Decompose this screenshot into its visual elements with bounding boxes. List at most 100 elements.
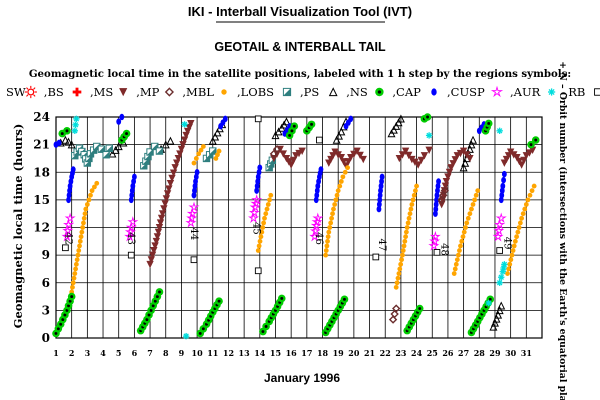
data-point-lobs: [97, 145, 106, 153]
data-point-mbl: [397, 266, 403, 272]
legend-symbol-bs: [72, 87, 82, 97]
data-point-mbl: [323, 248, 329, 253]
legend-label: ,AUR: [510, 85, 541, 99]
x-tick-label: 17: [301, 348, 312, 358]
data-point-aur: [498, 274, 505, 281]
data-point-ps: [469, 135, 478, 144]
data-point-mbl: [506, 266, 512, 272]
data-point-rb: [496, 247, 504, 254]
data-point-ps: [61, 135, 70, 144]
data-point-cap: [131, 173, 137, 181]
data-point-ms: [359, 155, 367, 164]
data-point-lobs: [209, 147, 217, 155]
data-point-ps: [497, 301, 506, 310]
data-point-mbl: [507, 261, 513, 267]
data-point-ms: [417, 156, 425, 165]
data-point-mbl: [337, 183, 343, 189]
data-point-mbl: [338, 179, 344, 184]
data-point-mbl: [86, 197, 92, 203]
data-point-ps: [459, 163, 468, 172]
data-point-mbl: [461, 229, 467, 235]
data-point-ps: [211, 132, 220, 141]
data-point-mbl: [335, 188, 341, 194]
data-point-ms: [160, 205, 168, 213]
data-point-mbl: [76, 248, 82, 253]
x-tick-label: 14: [254, 348, 266, 358]
data-point-mbl: [531, 183, 537, 189]
x-tick-label: 1: [53, 348, 59, 358]
orbit-number-label: 44: [188, 228, 199, 241]
data-point-ms: [356, 151, 364, 160]
data-point-mbl: [409, 202, 415, 207]
data-point-mbl: [264, 206, 270, 212]
data-point-cap: [436, 178, 441, 185]
data-point-mbl: [399, 257, 404, 263]
data-point-aur: [71, 127, 79, 135]
data-point-mbl: [268, 192, 274, 198]
data-point-rb: [372, 253, 380, 261]
data-point-ms: [466, 154, 474, 163]
data-point-mbl: [394, 280, 400, 286]
data-point-cusp: [429, 230, 441, 242]
x-tick-label: 27: [458, 348, 469, 358]
y-axis-ticks: 0 3 6 9 12 15 18 21 24: [33, 110, 50, 345]
orbit-number-label: 49: [501, 237, 512, 250]
legend-item-mp: ,MP: [136, 85, 174, 99]
x-tick-label: 8: [163, 348, 169, 358]
x-tick-label: 15: [270, 348, 281, 358]
data-point-mbl: [326, 229, 332, 235]
data-point-mbl: [89, 188, 95, 194]
legend-label: ,MP: [136, 85, 159, 99]
data-point-mbl: [453, 261, 459, 267]
data-point-mbl: [473, 192, 479, 198]
data-point-mbl: [469, 206, 474, 212]
y-tick-label: 12: [33, 221, 50, 235]
x-tick-label: 7: [147, 348, 153, 358]
data-point-mbl: [516, 225, 522, 230]
data-point-mbl: [72, 271, 78, 276]
data-point-ns: [277, 294, 286, 303]
data-point-mbl: [464, 220, 470, 226]
data-point-cap: [348, 115, 354, 123]
x-tick-label: 13: [239, 348, 251, 358]
legend-item-aur: ,AUR: [510, 85, 556, 99]
data-point-mbl: [259, 229, 265, 235]
x-tick-label: 29: [489, 348, 501, 358]
data-point-mp: [390, 309, 399, 319]
data-point-ps: [490, 318, 499, 327]
data-point-mbl: [215, 152, 220, 158]
y-tick-label: 24: [33, 110, 50, 124]
legend-label: ,RB: [565, 85, 586, 99]
data-point-mbl: [411, 192, 417, 198]
data-point-mbl: [470, 202, 476, 207]
data-point-ns: [122, 129, 131, 138]
data-point-ms: [339, 158, 348, 166]
data-point-mbl: [70, 280, 76, 286]
x-tick-label: 6: [132, 348, 138, 358]
data-point-mbl: [398, 261, 404, 267]
data-point-mbl: [332, 202, 338, 207]
data-point-mbl: [511, 243, 517, 249]
legend-label: ,BS: [44, 85, 64, 99]
data-point-mbl: [395, 275, 401, 281]
data-point-mp: [388, 315, 398, 324]
x-tick-label: 31: [521, 348, 532, 358]
x-tick-label: 18: [317, 348, 329, 358]
data-point-rb: [190, 256, 198, 264]
data-point-ns: [67, 292, 76, 301]
data-point-mbl: [71, 275, 77, 281]
data-point-cusp: [251, 194, 263, 205]
orbit-number-label: 46: [313, 232, 324, 245]
x-tick-label: 26: [442, 348, 454, 358]
data-point-cusp: [493, 224, 505, 236]
data-point-ps: [495, 306, 504, 315]
legend-label: ,MBL: [182, 85, 214, 99]
data-point-ps: [461, 158, 470, 167]
data-point-aur: [501, 261, 508, 268]
legend-label: ,CUSP: [447, 85, 485, 99]
legend-symbol-aur: [548, 88, 556, 96]
data-point-ms: [158, 210, 167, 218]
data-point-ps: [337, 127, 346, 136]
legend-label: ,NS: [346, 85, 368, 99]
